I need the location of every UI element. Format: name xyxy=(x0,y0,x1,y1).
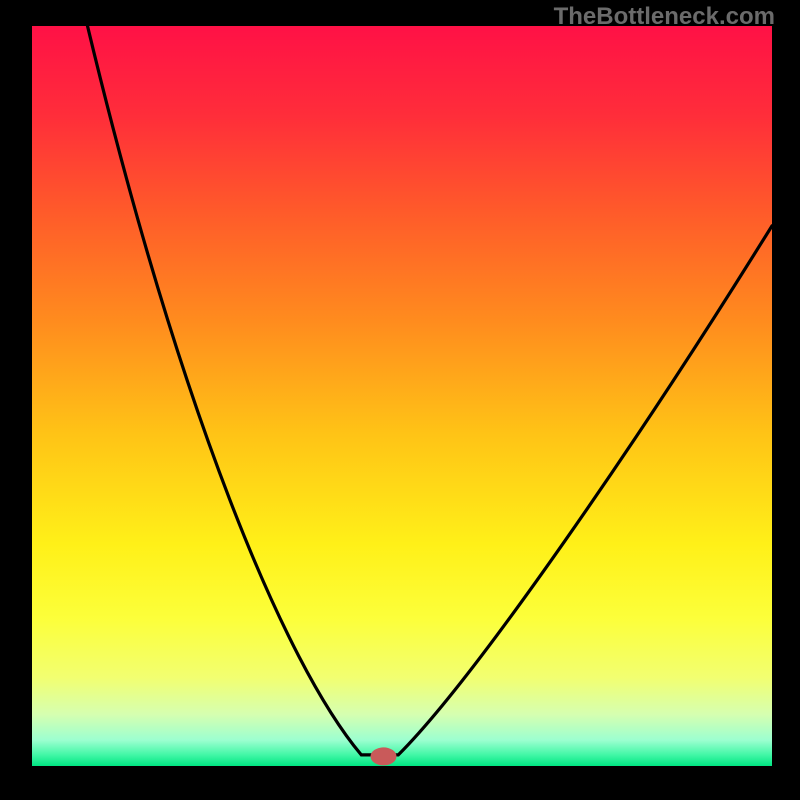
optimal-point-marker xyxy=(371,747,397,765)
plot-area xyxy=(32,26,772,766)
watermark-text: TheBottleneck.com xyxy=(554,3,775,31)
gradient-background xyxy=(32,26,772,766)
chart-frame: TheBottleneck.com xyxy=(0,0,800,800)
bottleneck-curve-chart xyxy=(32,26,772,766)
